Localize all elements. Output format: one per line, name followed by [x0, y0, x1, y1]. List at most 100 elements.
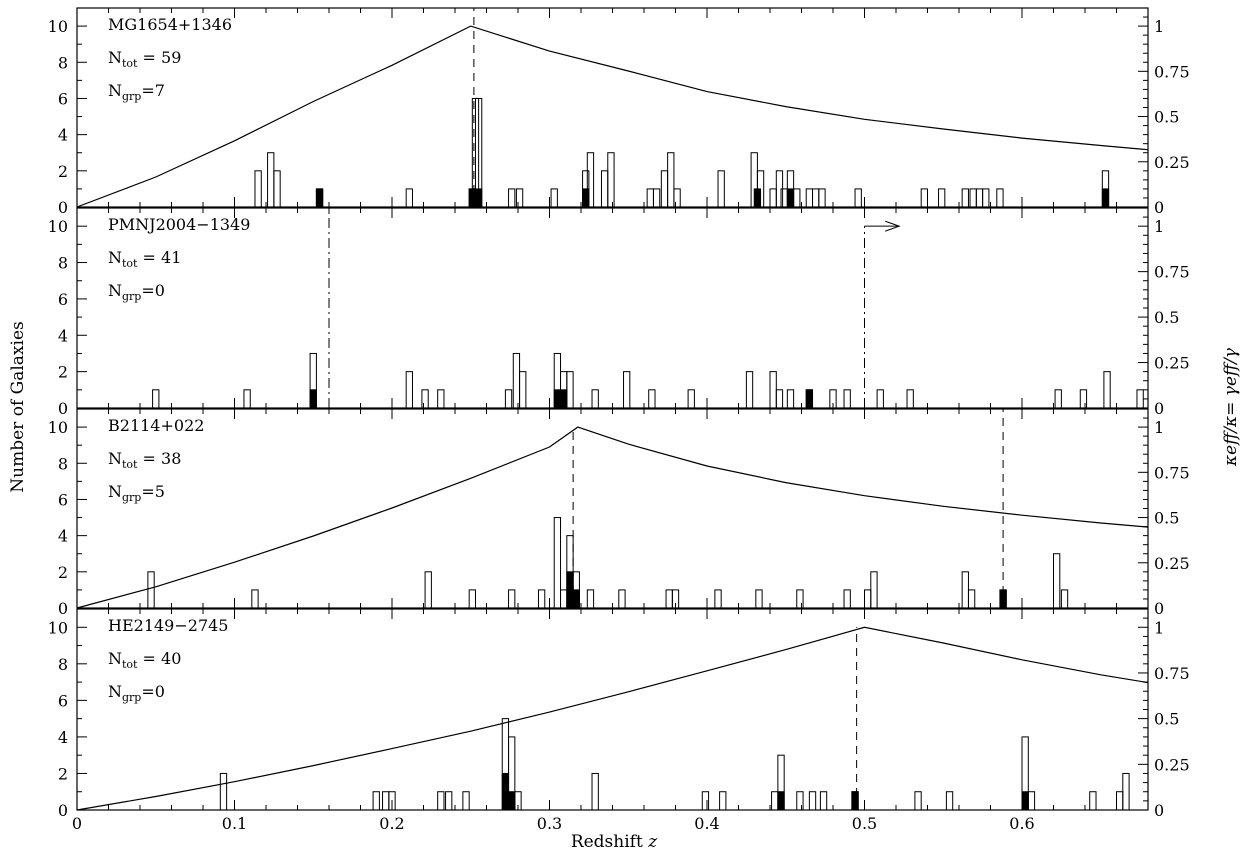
n-grp-label: Ngrp=0 — [108, 682, 165, 704]
histogram-bar — [437, 791, 445, 811]
histogram-bar — [771, 791, 779, 811]
histogram-bar — [945, 791, 954, 811]
y-right-tick-label: 0.5 — [1154, 710, 1179, 729]
lensing-curve — [76, 426, 1149, 609]
histogram-bar — [515, 188, 524, 208]
y-tick-label: 8 — [58, 655, 68, 674]
y-right-tick-label: 0.25 — [1154, 755, 1190, 774]
y-tick-label: 4 — [58, 527, 68, 546]
n-grp-label: Ngrp=0 — [108, 281, 165, 303]
histogram-bar — [537, 589, 546, 609]
histogram-bar — [591, 389, 599, 409]
histogram-bar — [793, 188, 801, 208]
histogram-bar — [623, 371, 631, 409]
panel-4: 0 2 4 6 8 10 0 0.25 0.5 0.75 1 HE2149−2745 Ntot = 40… — [48, 608, 1190, 820]
histogram-bar — [512, 352, 521, 409]
histogram-bar — [468, 589, 476, 609]
y-right-tick-label: 1 — [1154, 418, 1164, 437]
x-tick-label: 0.3 — [537, 814, 562, 833]
histogram-bar — [967, 589, 976, 609]
y-right-tick-label: 0.5 — [1154, 308, 1179, 327]
histogram-bar — [938, 188, 946, 208]
histogram-bar — [508, 188, 516, 208]
histogram-bar — [796, 589, 804, 609]
x-tick-label: 0.6 — [1009, 814, 1034, 833]
histogram-bar — [421, 389, 429, 409]
y-tick-label: 2 — [58, 162, 68, 181]
x-tick-label: 0.2 — [379, 814, 404, 833]
histogram-bar — [818, 188, 826, 208]
histogram-bar — [961, 188, 969, 208]
y-right-tick-label: 0.75 — [1154, 463, 1190, 482]
histogram-bar — [273, 170, 281, 208]
group-bar — [1021, 791, 1029, 811]
x-tick-labels: 0 0.1 0.2 0.3 0.4 0.5 0.6 — [72, 814, 1035, 833]
histogram-bar — [829, 389, 837, 409]
histogram-bar — [1116, 791, 1124, 811]
y-right-tick-label: 1 — [1154, 17, 1164, 36]
histogram-bar — [550, 188, 558, 208]
histogram-bar — [769, 188, 777, 208]
y-right-tick-label: 0.75 — [1154, 62, 1190, 81]
y-right-tick-label: 0.75 — [1154, 263, 1190, 282]
histogram-bar — [652, 188, 661, 208]
y-right-tick-label: 1 — [1154, 618, 1164, 637]
histogram-bar — [1079, 389, 1088, 409]
histogram-bar — [1060, 589, 1069, 609]
y-right-tick-label: 0 — [1154, 599, 1164, 618]
histogram-bar — [607, 152, 615, 208]
y-tick-label: 0 — [58, 198, 68, 217]
histogram-bar — [719, 791, 727, 811]
group-bar — [474, 188, 483, 208]
group-bar — [777, 791, 785, 811]
histogram-bar — [667, 152, 675, 208]
histogram-bar — [864, 589, 872, 609]
y-tick-label: 6 — [58, 89, 68, 108]
y-tick-label: 4 — [58, 728, 68, 747]
y-tick-label: 2 — [58, 363, 68, 382]
x-tick-label: 0 — [72, 814, 82, 833]
y-right-tick-label: 0 — [1154, 801, 1164, 820]
histogram-bar — [796, 791, 804, 811]
y-right-tick-label: 0.5 — [1154, 509, 1179, 528]
histogram-bar — [812, 188, 820, 208]
panel-frame — [76, 207, 1149, 409]
group-bar — [1101, 188, 1110, 208]
y-right-tick-label: 0.25 — [1154, 354, 1190, 373]
y-tick-label: 4 — [58, 126, 68, 145]
field-name: HE2149−2745 — [108, 616, 228, 635]
y-tick-label: 6 — [58, 290, 68, 309]
histogram-bar — [745, 371, 754, 409]
histogram-bar — [462, 791, 470, 811]
y-right-tick-label: 0.75 — [1154, 664, 1190, 683]
field-name: PMNJ2004−1349 — [108, 215, 250, 234]
histogram-bar — [687, 389, 695, 409]
histogram-bar — [775, 389, 784, 409]
histogram-bar — [1027, 791, 1036, 811]
panel-frame — [76, 7, 1149, 208]
histogram-bar — [780, 188, 788, 208]
histogram-bar — [600, 170, 609, 208]
panel-2: 0 2 4 6 8 10 0 0.25 0.5 0.75 1 PMNJ2004−1349 Ntot = … — [48, 207, 1190, 418]
y-tick-label: 10 — [48, 217, 68, 236]
histogram-bar — [504, 389, 513, 409]
y-right-tick-label: 0.25 — [1154, 153, 1190, 172]
histogram-bar — [914, 791, 922, 811]
histogram-bar — [671, 589, 680, 609]
group-bar — [805, 389, 814, 409]
histogram-bar — [648, 389, 656, 409]
n-grp-label: Ngrp=7 — [108, 81, 165, 103]
group-bar — [753, 188, 762, 208]
y-tick-label: 8 — [58, 53, 68, 72]
y-tick-label: 0 — [58, 399, 68, 418]
histogram-bar — [1136, 389, 1144, 409]
histogram-bar — [586, 589, 595, 609]
histogram-bar — [219, 772, 228, 811]
y-right-tick-label: 1 — [1154, 217, 1164, 236]
histogram-bar — [961, 571, 969, 609]
group-bar — [566, 571, 574, 609]
histogram-bar — [1053, 553, 1061, 609]
group-bar — [508, 791, 516, 811]
y-tick-label: 10 — [48, 17, 68, 36]
